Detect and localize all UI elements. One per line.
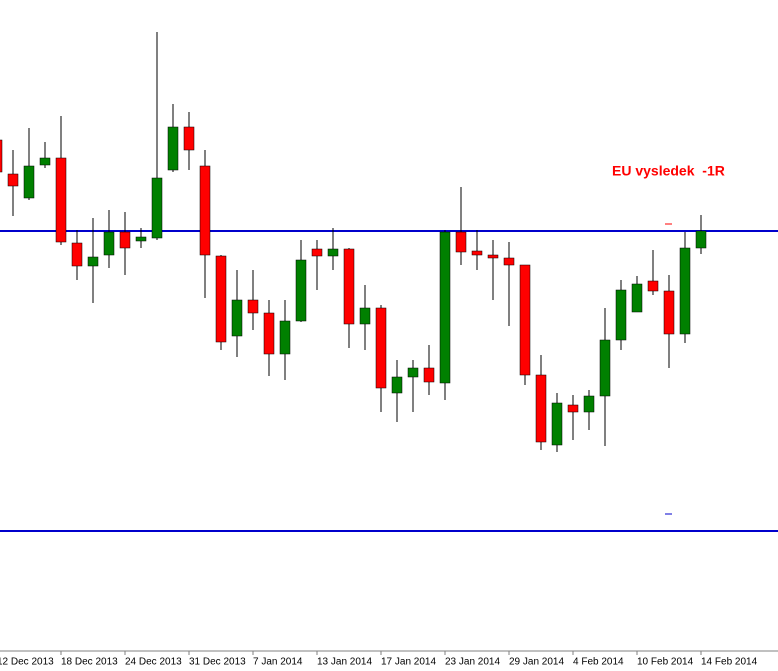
candle-body bbox=[487, 254, 499, 259]
x-tick-label: 17 Jan 2014 bbox=[381, 657, 436, 668]
candle-body bbox=[599, 339, 611, 397]
candle-body bbox=[183, 126, 195, 151]
candle-body bbox=[359, 307, 371, 325]
candle-body bbox=[87, 256, 99, 267]
candle-body bbox=[311, 248, 323, 257]
candle-body bbox=[279, 320, 291, 355]
x-tick-label: 14 Feb 2014 bbox=[701, 657, 758, 668]
candle-body bbox=[567, 404, 579, 413]
candle-body bbox=[583, 395, 595, 413]
candle-body bbox=[391, 376, 403, 394]
candle-body bbox=[151, 177, 163, 239]
candle-body bbox=[215, 255, 227, 343]
candle-body bbox=[615, 289, 627, 341]
x-tick-label: 12 Dec 2013 bbox=[0, 657, 54, 668]
x-tick-label: 24 Dec 2013 bbox=[125, 657, 182, 668]
annotation: EU vysledek -1R bbox=[612, 163, 725, 179]
candle-body bbox=[519, 264, 531, 376]
candle-body bbox=[471, 250, 483, 256]
candle-body bbox=[71, 242, 83, 267]
candle-body bbox=[199, 165, 211, 256]
x-tick-label: 18 Dec 2013 bbox=[61, 657, 118, 668]
candle-body bbox=[535, 374, 547, 443]
candle-body bbox=[0, 139, 3, 173]
x-tick-label: 23 Jan 2014 bbox=[445, 657, 500, 668]
candle-body bbox=[23, 165, 35, 199]
candle-body bbox=[407, 367, 419, 378]
candle-body bbox=[631, 283, 643, 313]
candle-body bbox=[263, 312, 275, 355]
candle-body bbox=[135, 236, 147, 242]
candle-body bbox=[695, 230, 707, 249]
candle-body bbox=[551, 402, 563, 446]
x-tick-label: 29 Jan 2014 bbox=[509, 657, 564, 668]
candle-body bbox=[663, 290, 675, 335]
candle-body bbox=[375, 307, 387, 389]
candle-body bbox=[231, 299, 243, 337]
candle-body bbox=[647, 280, 659, 292]
candle-body bbox=[39, 157, 51, 166]
candle-body bbox=[679, 247, 691, 335]
x-tick-label: 10 Feb 2014 bbox=[637, 657, 694, 668]
x-tick-label: 7 Jan 2014 bbox=[253, 657, 303, 668]
candle-body bbox=[7, 173, 19, 187]
candle-body bbox=[343, 248, 355, 325]
candle-body bbox=[503, 257, 515, 266]
x-tick-label: 13 Jan 2014 bbox=[317, 657, 372, 668]
candle-body bbox=[247, 299, 259, 314]
candle-body bbox=[55, 157, 67, 243]
candle-body bbox=[295, 259, 307, 322]
candle-body bbox=[119, 231, 131, 249]
candle-body bbox=[439, 231, 451, 384]
x-tick-label: 31 Dec 2013 bbox=[189, 657, 246, 668]
candle-body bbox=[423, 367, 435, 383]
candle-body bbox=[167, 126, 179, 171]
x-tick-label: 4 Feb 2014 bbox=[573, 657, 624, 668]
candle-body bbox=[455, 231, 467, 253]
candle-body bbox=[103, 231, 115, 256]
candle-body bbox=[327, 248, 339, 257]
